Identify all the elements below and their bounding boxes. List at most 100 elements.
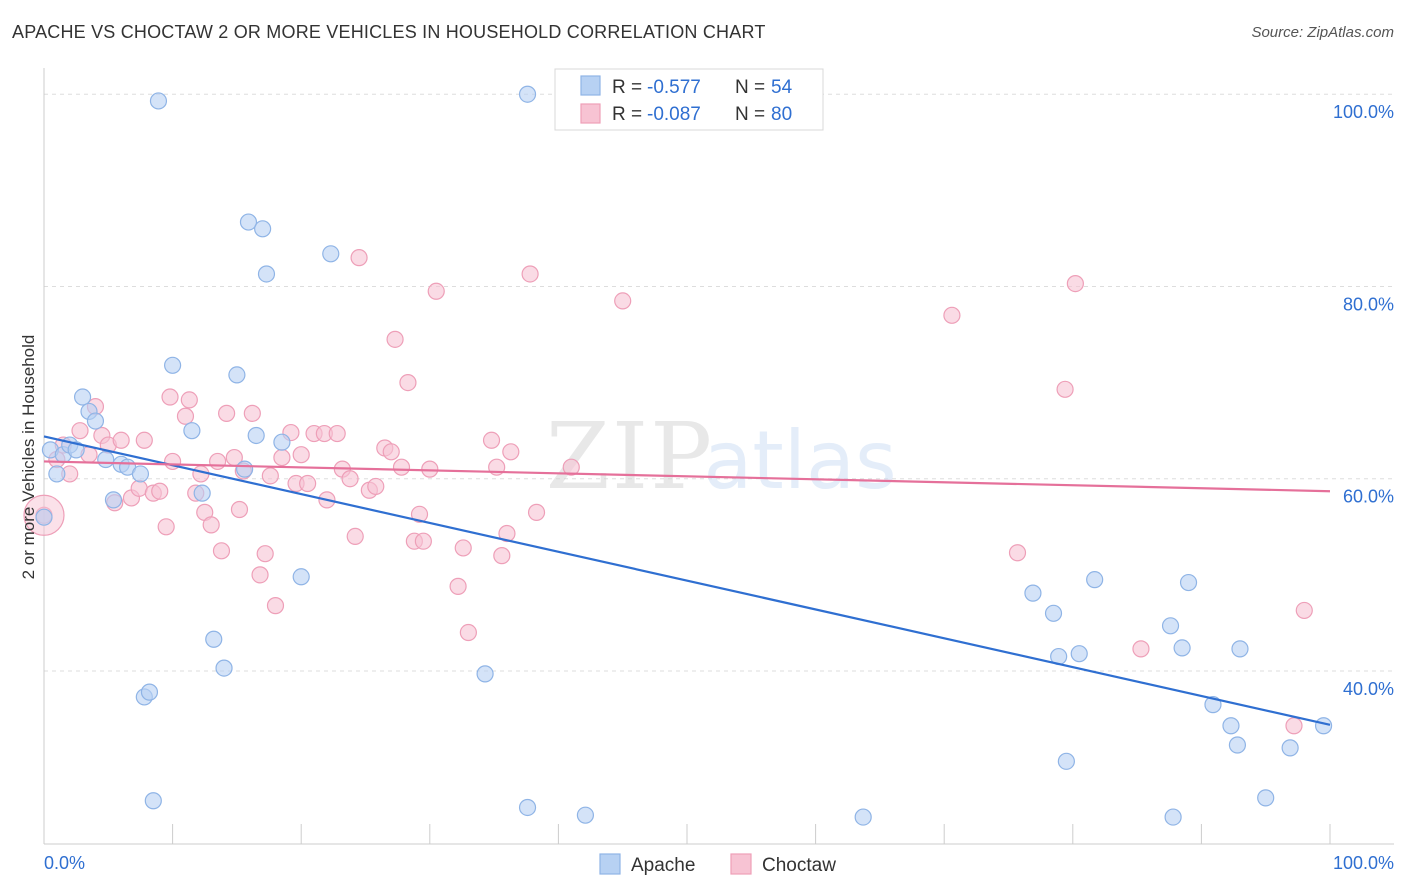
apache-point <box>1024 584 1042 602</box>
choctaw-r-label: R = <box>612 104 642 125</box>
choctaw-point <box>341 470 359 488</box>
choctaw-point <box>410 505 429 523</box>
apache-point <box>257 265 276 283</box>
apache-point <box>193 484 211 502</box>
apache-point <box>149 92 168 110</box>
svg-text:ZIP: ZIP <box>546 403 714 510</box>
apache-point <box>86 412 105 430</box>
choctaw-point <box>157 518 175 536</box>
axes <box>43 68 1394 845</box>
choctaw-point <box>399 374 417 392</box>
x-tick-label-min: 0.0% <box>44 853 85 873</box>
choctaw-point <box>1056 380 1074 398</box>
apache-n-value: 54 <box>771 77 793 98</box>
choctaw-point <box>382 443 400 461</box>
svg-text:R = -0.087 N =: R = -0.087 N = 80 <box>612 104 792 125</box>
choctaw-point <box>521 265 539 283</box>
apache-point <box>1173 639 1191 657</box>
choctaw-point <box>71 422 89 440</box>
apache-point <box>273 433 291 451</box>
y-axis-label: 2 or more Vehicles in Household <box>19 335 38 580</box>
y-tick-labels: 40.0% 60.0% 80.0% 100.0% <box>1333 102 1394 699</box>
choctaw-n-value: 80 <box>771 104 792 125</box>
apache-point <box>576 806 595 824</box>
chart-source: Source: ZipAtlas.com <box>1251 24 1394 41</box>
apache-point <box>1257 789 1275 807</box>
choctaw-point <box>414 532 432 550</box>
apache-point <box>247 426 265 445</box>
apache-point <box>1057 752 1075 770</box>
apache-point <box>1228 736 1247 754</box>
choctaw-r-value: -0.087 <box>647 104 701 125</box>
apache-point <box>67 441 85 459</box>
legend-choctaw-label: Choctaw <box>762 855 836 876</box>
svg-text:R = -0.577 N =: R = -0.577 N = 54 <box>612 77 793 98</box>
choctaw-trend-line <box>43 460 1331 493</box>
choctaw-point <box>161 388 179 406</box>
choctaw-n-label: N = <box>735 104 765 125</box>
choctaw-point <box>151 482 169 500</box>
choctaw-point <box>498 524 516 543</box>
x-tick-label-max: 100.0% <box>1333 853 1394 873</box>
series-legend: Apache Choctaw <box>599 853 836 876</box>
choctaw-point <box>562 458 580 476</box>
choctaw-point <box>135 431 153 449</box>
trend-lines <box>43 435 1331 726</box>
choctaw-point <box>1132 640 1150 658</box>
choctaw-legend-swatch <box>580 103 601 124</box>
choctaw-point <box>176 407 195 425</box>
apache-point <box>140 683 159 701</box>
choctaw-point <box>212 542 231 560</box>
choctaw-point <box>328 424 346 443</box>
apache-point <box>205 630 223 648</box>
choctaw-point <box>230 500 249 519</box>
correlation-legend: R = -0.577 N = 54 R = -0.087 N = 80 <box>554 68 824 131</box>
apache-point <box>144 792 162 810</box>
apache-point <box>1164 808 1182 826</box>
apache-point <box>1231 640 1249 658</box>
apache-point <box>239 213 258 231</box>
watermark: ZIP atlas <box>546 403 897 510</box>
apache-trend-line <box>43 435 1331 726</box>
apache-point <box>1179 573 1198 592</box>
choctaw-point <box>493 547 511 565</box>
apache-point <box>1281 739 1299 757</box>
choctaw-point <box>386 330 404 348</box>
apache-r-label: R = <box>612 77 642 98</box>
choctaw-point <box>251 566 269 584</box>
choctaw-point <box>367 477 385 496</box>
choctaw-point <box>1008 544 1027 562</box>
apache-point <box>476 665 494 683</box>
apache-legend-swatch <box>580 75 601 96</box>
apache-point <box>183 422 201 440</box>
apache-point <box>131 465 150 483</box>
apache-point <box>48 465 66 483</box>
apache-point <box>1204 696 1222 714</box>
choctaw-point <box>1295 601 1313 620</box>
choctaw-point <box>459 623 477 642</box>
svg-text:atlas: atlas <box>703 414 896 507</box>
y-tick-label: 40.0% <box>1343 679 1394 699</box>
apache-point <box>254 220 272 238</box>
choctaw-point <box>502 443 520 461</box>
apache-point <box>1070 645 1088 663</box>
choctaw-point <box>243 404 261 422</box>
apache-point <box>518 798 537 817</box>
choctaw-point <box>266 597 285 615</box>
apache-points <box>35 85 1333 826</box>
y-tick-label: 80.0% <box>1343 294 1394 314</box>
choctaw-point <box>180 391 198 409</box>
choctaw-point <box>527 503 546 521</box>
apache-point <box>322 245 340 263</box>
apache-point <box>228 366 246 384</box>
choctaw-point <box>454 539 472 557</box>
apache-point <box>164 356 182 374</box>
choctaw-point <box>292 446 310 464</box>
apache-point <box>1086 571 1104 589</box>
choctaw-point <box>112 431 130 449</box>
chart-title: APACHE VS CHOCTAW 2 OR MORE VEHICLES IN … <box>12 22 766 42</box>
choctaw-point <box>943 306 961 324</box>
apache-point <box>104 491 123 509</box>
choctaw-point <box>346 527 364 546</box>
